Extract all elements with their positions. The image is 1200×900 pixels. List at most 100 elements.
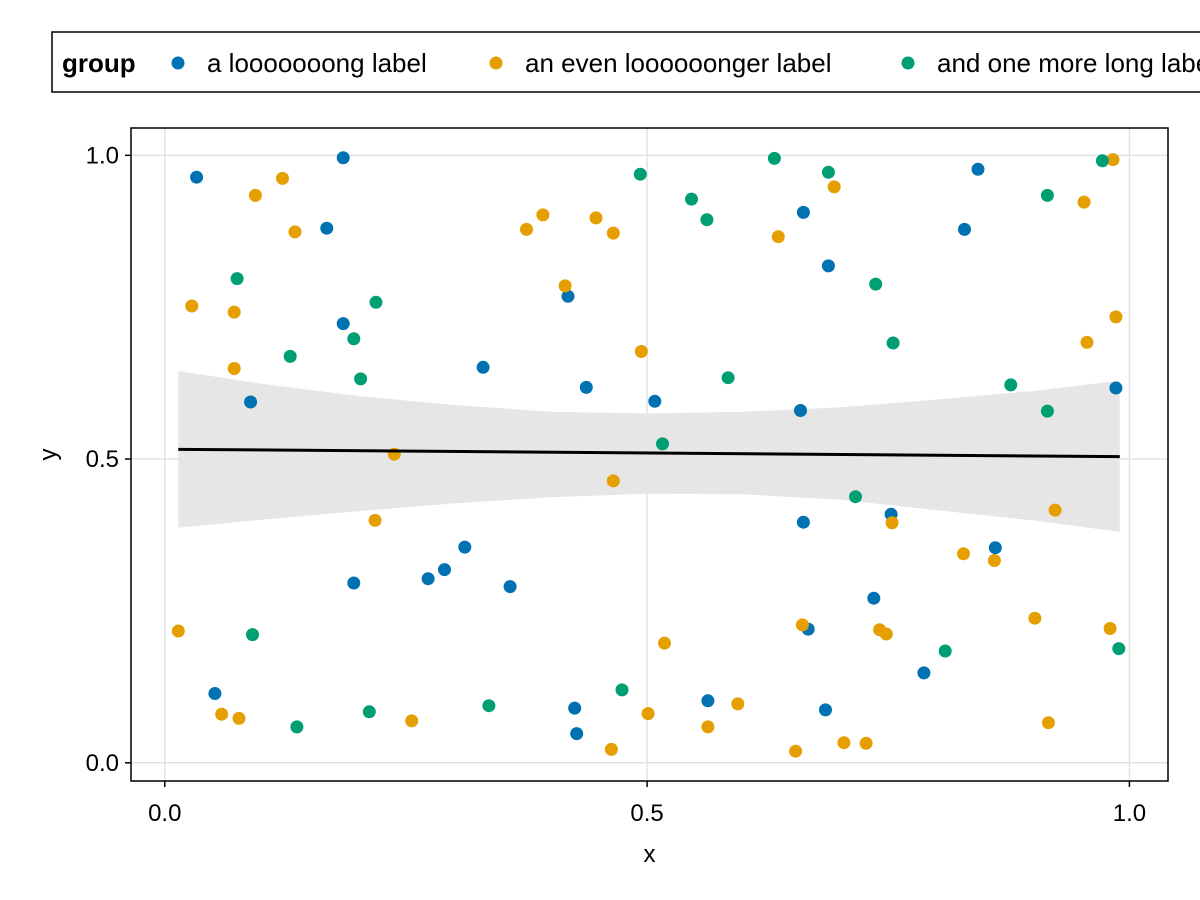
point-s2-15	[767, 151, 781, 165]
point-s0-1	[336, 151, 350, 165]
y-tick-label-0: 0.0	[86, 750, 119, 777]
legend-entry-2: and one more long label	[937, 48, 1200, 78]
point-s1-0	[171, 624, 185, 638]
data-points	[171, 151, 1126, 758]
point-s0-29	[988, 541, 1002, 555]
point-s0-22	[819, 703, 832, 717]
point-s2-14	[721, 371, 735, 385]
point-s2-18	[869, 277, 883, 291]
point-s2-21	[1004, 378, 1018, 392]
point-s0-9	[458, 540, 472, 554]
point-s2-11	[656, 437, 669, 451]
point-s0-19	[796, 205, 810, 219]
point-s2-24	[1095, 154, 1109, 168]
point-s2-19	[886, 336, 900, 350]
point-s2-4	[347, 332, 361, 346]
point-s1-19	[634, 345, 648, 358]
point-s1-1	[185, 299, 199, 313]
point-s1-27	[827, 180, 841, 194]
point-s1-29	[859, 736, 873, 750]
point-s1-18	[606, 226, 620, 240]
point-s1-24	[771, 230, 785, 244]
point-s1-4	[227, 362, 241, 375]
point-s2-2	[283, 349, 297, 363]
plot-frame	[130, 127, 1169, 782]
point-s0-7	[421, 572, 435, 586]
legend-title: group	[62, 48, 136, 78]
point-s1-32	[885, 516, 899, 530]
fit-line	[178, 447, 1120, 459]
point-s1-21	[658, 636, 671, 650]
point-s2-3	[290, 720, 304, 734]
legend-entry-1: an even loooooonger label	[525, 48, 831, 78]
x-tick-label-1: 0.5	[630, 800, 663, 827]
x-tick-label-2: 1.0	[1113, 800, 1146, 827]
point-s2-8	[482, 699, 496, 713]
point-s1-25	[789, 744, 803, 758]
point-s0-13	[579, 380, 593, 394]
point-s1-36	[1041, 716, 1055, 730]
point-s1-33	[957, 547, 970, 561]
legend-marker-0	[171, 56, 185, 70]
point-s1-13	[536, 208, 550, 222]
point-s0-18	[794, 404, 807, 417]
confidence-band	[178, 371, 1120, 532]
point-s0-16	[648, 394, 662, 408]
plot-area	[130, 127, 1169, 782]
point-s1-6	[248, 188, 262, 202]
point-s0-8	[438, 563, 451, 577]
point-s1-22	[701, 720, 715, 734]
legend-entry-0: a looooooong label	[207, 48, 427, 78]
legend-marker-2	[901, 56, 915, 70]
point-s1-2	[215, 707, 229, 721]
point-s0-11	[503, 580, 517, 594]
point-s2-5	[354, 372, 368, 386]
point-s0-27	[958, 222, 971, 236]
point-s0-6	[347, 576, 361, 590]
point-s1-39	[1080, 335, 1094, 349]
legend-marker-1	[489, 56, 503, 70]
point-s0-28	[971, 162, 985, 176]
point-s1-5	[232, 711, 246, 725]
point-s2-10	[633, 167, 647, 181]
point-s1-34	[987, 554, 1001, 567]
point-s1-7	[276, 171, 289, 185]
point-s0-30	[1109, 381, 1123, 395]
point-s1-20	[641, 707, 655, 721]
point-s2-23	[1040, 188, 1054, 202]
point-s1-42	[1109, 310, 1123, 324]
point-s0-26	[917, 666, 931, 680]
point-s1-37	[1048, 503, 1062, 517]
point-s2-22	[1040, 404, 1054, 418]
point-s1-17	[606, 474, 620, 488]
point-s2-0	[230, 272, 244, 286]
y-axis-label: y	[35, 449, 62, 461]
point-s1-41	[1106, 153, 1120, 167]
point-s0-23	[821, 259, 835, 273]
point-s1-23	[731, 697, 745, 711]
point-s0-20	[796, 515, 810, 529]
point-s0-15	[570, 727, 584, 741]
point-s1-40	[1103, 622, 1117, 635]
point-s2-7	[369, 295, 383, 309]
point-s1-9	[368, 513, 382, 527]
point-s0-12	[561, 289, 575, 303]
point-s1-3	[227, 305, 241, 319]
legend: group a looooooong label an even loooooo…	[51, 31, 1200, 93]
point-s2-6	[362, 705, 376, 719]
point-s0-0	[190, 170, 204, 184]
x-axis-ticks: 0.0 0.5 1.0	[148, 781, 1146, 827]
point-s0-14	[568, 701, 582, 715]
point-s2-1	[246, 628, 259, 642]
point-s1-26	[795, 618, 809, 632]
point-s0-3	[336, 317, 350, 331]
point-s1-12	[520, 222, 533, 236]
y-axis-ticks: 0.0 0.5 1.0	[86, 142, 131, 777]
point-s1-38	[1077, 195, 1091, 209]
point-s2-13	[700, 213, 714, 227]
point-s1-11	[405, 714, 419, 728]
point-s1-16	[604, 742, 618, 756]
point-s2-12	[685, 192, 698, 206]
point-s2-17	[849, 490, 862, 504]
